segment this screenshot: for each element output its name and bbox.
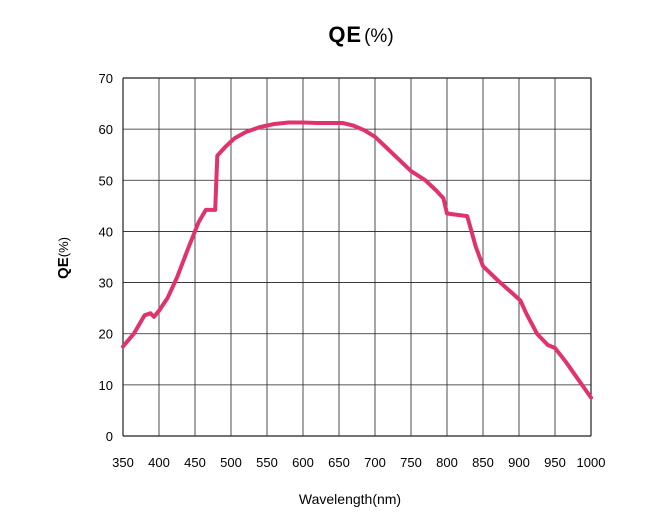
x-tick-1000: 1000 xyxy=(577,455,606,470)
x-tick-350: 350 xyxy=(112,455,134,470)
x-tick-labels: 350 400 450 500 550 600 650 700 750 800 850 900 950 1… xyxy=(112,455,605,470)
x-axis-label: Wavelength(nm) xyxy=(299,491,401,507)
chart-title-unit: (%) xyxy=(364,26,394,47)
y-tick-20: 20 xyxy=(99,327,113,342)
grid xyxy=(122,77,592,437)
y-axis-label: QE(%) xyxy=(55,237,72,279)
x-tick-500: 500 xyxy=(220,455,242,470)
series-line-qe xyxy=(121,120,593,400)
y-tick-0: 0 xyxy=(106,429,113,444)
x-tick-700: 700 xyxy=(364,455,386,470)
x-tick-750: 750 xyxy=(400,455,422,470)
x-tick-900: 900 xyxy=(508,455,530,470)
y-tick-40: 40 xyxy=(99,224,113,239)
y-tick-70: 70 xyxy=(99,71,113,86)
y-tick-labels: 0 10 20 30 40 50 60 70 xyxy=(99,71,113,444)
x-tick-550: 550 xyxy=(256,455,278,470)
y-tick-30: 30 xyxy=(99,276,113,291)
x-tick-650: 650 xyxy=(328,455,350,470)
x-tick-850: 850 xyxy=(472,455,494,470)
chart-title-main: QE xyxy=(328,22,362,47)
x-tick-950: 950 xyxy=(544,455,566,470)
y-axis-label-unit: (%) xyxy=(56,237,71,257)
y-tick-10: 10 xyxy=(99,378,113,393)
x-tick-800: 800 xyxy=(436,455,458,470)
y-axis-label-main: QE xyxy=(55,257,72,279)
series-group xyxy=(121,120,593,400)
x-tick-600: 600 xyxy=(292,455,314,470)
y-tick-50: 50 xyxy=(99,173,113,188)
x-tick-450: 450 xyxy=(184,455,206,470)
chart-title: QE (%) xyxy=(328,22,393,47)
y-tick-60: 60 xyxy=(99,122,113,137)
x-tick-400: 400 xyxy=(148,455,170,470)
